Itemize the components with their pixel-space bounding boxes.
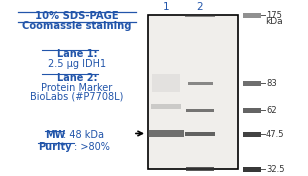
Bar: [243, 81, 261, 86]
Text: Coomassie staining: Coomassie staining: [22, 21, 132, 31]
Text: 62: 62: [266, 106, 277, 115]
Bar: [243, 13, 261, 18]
Bar: [186, 109, 214, 112]
Text: MW: MW: [45, 130, 65, 140]
Text: 10% SDS-PAGE: 10% SDS-PAGE: [35, 11, 119, 21]
Text: 2: 2: [197, 2, 203, 12]
Text: 175: 175: [266, 11, 282, 20]
Text: Lane 2:: Lane 2:: [57, 73, 97, 83]
Text: Purity: Purity: [38, 142, 71, 152]
Bar: [243, 108, 261, 113]
Bar: [148, 130, 184, 137]
Bar: [148, 15, 238, 169]
Text: : >80%: : >80%: [74, 142, 110, 152]
Text: kDa: kDa: [265, 17, 283, 26]
Text: Protein Marker: Protein Marker: [41, 83, 113, 93]
Text: 83: 83: [266, 79, 277, 88]
Bar: [243, 132, 261, 137]
Bar: [185, 14, 215, 17]
Bar: [243, 166, 261, 172]
Text: 1: 1: [163, 2, 169, 12]
Bar: [185, 133, 215, 136]
Bar: [186, 167, 214, 171]
Bar: [151, 104, 181, 109]
Bar: [188, 82, 213, 85]
Text: 32.5: 32.5: [266, 165, 285, 174]
Bar: [152, 74, 180, 92]
Text: 2.5 μg IDH1: 2.5 μg IDH1: [48, 59, 106, 69]
Text: 47.5: 47.5: [266, 130, 285, 139]
Text: Lane 1:: Lane 1:: [57, 49, 97, 59]
Text: BioLabs (#P7708L): BioLabs (#P7708L): [30, 92, 124, 102]
Text: : 48 kDa: : 48 kDa: [63, 130, 104, 140]
